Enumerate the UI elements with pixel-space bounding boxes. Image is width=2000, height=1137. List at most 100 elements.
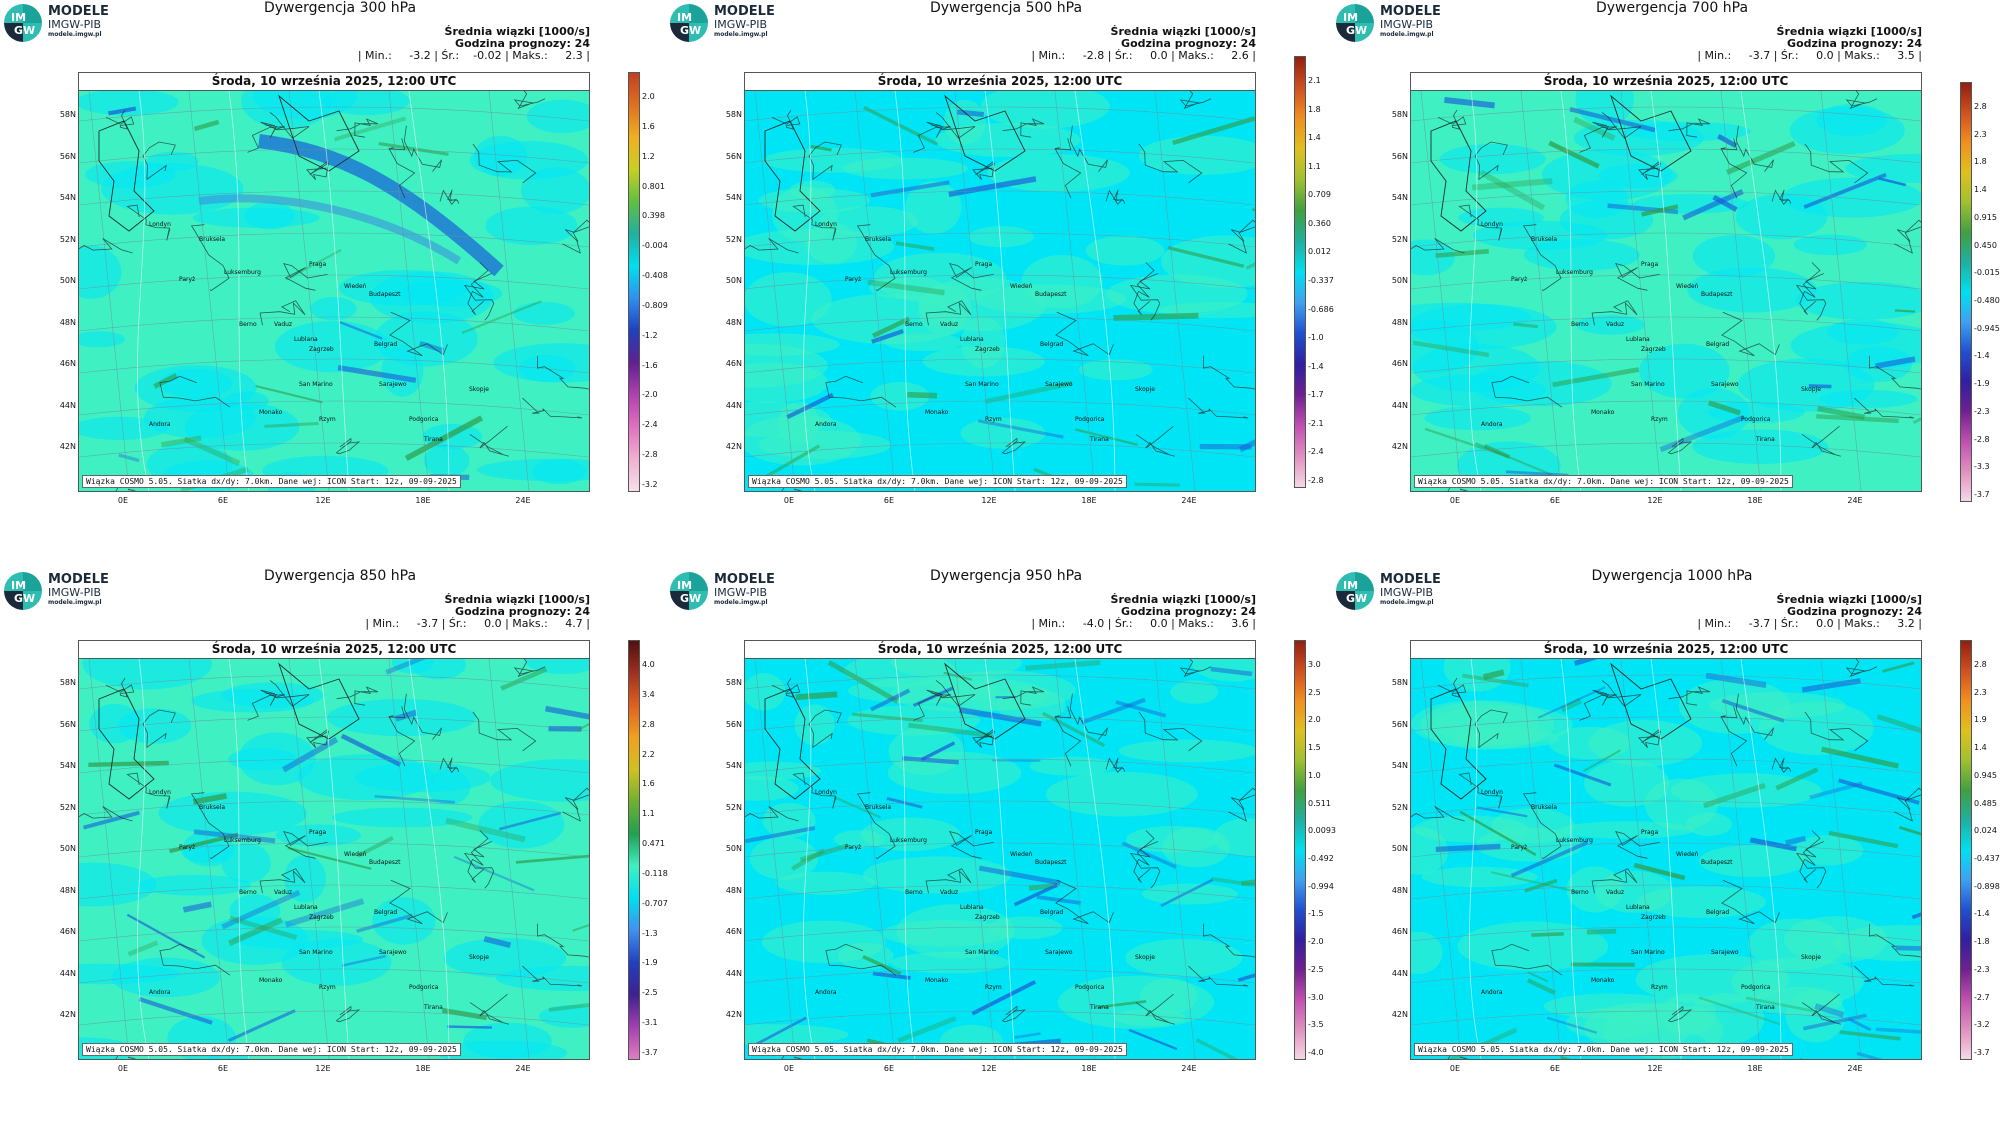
city-label: Luksemburg [224,269,261,276]
colorbar [628,72,640,492]
colorbar-tick: -0.118 [642,868,668,878]
city-label: Bruksela [1531,236,1558,243]
city-label: Zagrzeb [1641,914,1666,921]
colorbar [1960,82,1972,502]
colorbar-tick: -3.3 [1974,462,1990,472]
colorbar-tick: -4.0 [1308,1048,1324,1057]
latitude-label: 52N [1391,802,1408,812]
min-mean-max: | Min.: -3.2 | Śr.: -0.02 | Maks.: 2.3 | [357,49,590,62]
colorbar-tick: 4.0 [642,660,655,669]
latitude-label: 52N [59,234,76,244]
city-label: Skopje [1801,386,1821,393]
city-label: Skopje [469,954,489,961]
colorbar-tick: 0.024 [1974,826,1997,836]
colorbar-tick: -1.2 [642,330,658,340]
longitude-label: 24E [1181,496,1197,505]
latitude-label: 54N [1391,193,1408,202]
latitude-label: 48N [59,885,76,895]
imgw-logo: IM GW MODELE IMGW-PIB modele.imgw.pl [670,572,830,612]
longitude-label: 0E [117,496,129,505]
city-label: Lublana [1626,336,1650,343]
colorbar [1294,56,1306,488]
city-label: Sarajewo [1045,381,1073,388]
city-label: San Marino [299,949,333,956]
colorbar-tick: -3.1 [642,1018,658,1028]
map-frame: Środa, 10 września 2025, 12:00 UTC Londy… [1410,640,1922,1060]
latitude-label: 50N [59,276,76,285]
colorbar-tick: -0.408 [642,271,668,281]
map-panel: IM GW MODELE IMGW-PIB modele.imgw.pl Dyw… [1332,568,2000,1136]
colorbar [1960,640,1972,1060]
city-label: Podgorica [1075,416,1105,423]
map-frame: Środa, 10 września 2025, 12:00 UTC Londy… [78,72,590,492]
model-footer: Wiązka COSMO 5.05. Siatka dx/dy: 7.0km. … [748,475,1127,488]
colorbar-tick: 0.485 [1974,798,1997,808]
divergence-field-map: Londyn Bruksela Paryż Luksemburg Praga Wiedeń… [79,659,589,1059]
imgw-logo-icon: IM GW [4,572,42,610]
imgw-logo: IM GW MODELE IMGW-PIB modele.imgw.pl [1336,4,1496,44]
latitude-label: 42N [1391,442,1408,451]
latitude-label: 44N [725,968,742,978]
stats-block: Średnia wiązki [1000/s] Godzina prognozy… [1697,26,1922,62]
colorbar-tick: -1.6 [642,360,658,370]
mean-label: Średnia wiązki [1000/s] [444,593,590,606]
logo-title: MODELE [1380,572,1441,587]
latitude-label: 42N [59,1010,76,1019]
city-label: Budapeszt [1035,291,1067,298]
colorbar-tick: 2.0 [1308,715,1321,725]
city-label: Rzym [319,416,336,423]
colorbar-tick: 0.0093 [1308,826,1336,836]
city-label: Budapeszt [1701,859,1733,866]
logo-subtitle: IMGW-PIB [714,18,768,31]
latitude-label: 44N [59,968,76,978]
latitude-label: 50N [1391,844,1408,853]
model-footer: Wiązka COSMO 5.05. Siatka dx/dy: 7.0km. … [1414,475,1793,488]
longitude-label: 0E [1449,1064,1461,1073]
valid-date: Środa, 10 września 2025, 12:00 UTC [745,641,1255,659]
logo-url: modele.imgw.pl [1380,599,1434,606]
city-label: San Marino [965,949,999,956]
imgw-logo: IM GW MODELE IMGW-PIB modele.imgw.pl [4,4,164,44]
valid-date: Środa, 10 września 2025, 12:00 UTC [1411,641,1921,659]
colorbar-tick: 1.2 [642,151,655,161]
colorbar-tick: -3.0 [1308,992,1324,1002]
logo-url: modele.imgw.pl [714,599,768,606]
imgw-logo: IM GW MODELE IMGW-PIB modele.imgw.pl [1336,572,1496,612]
panel-title: Dywergencja 300 hPa [263,0,417,16]
mean-label: Średnia wiązki [1000/s] [1776,25,1922,38]
logo-subtitle: IMGW-PIB [1380,18,1434,31]
colorbar-tick: -2.1 [1308,418,1324,428]
map-panel: IM GW MODELE IMGW-PIB modele.imgw.pl Dyw… [666,0,1334,568]
city-label: Tirana [1756,1004,1775,1011]
colorbar [1294,640,1306,1060]
city-label: Zagrzeb [309,346,334,353]
colorbar-tick: -0.707 [642,898,668,908]
city-label: Tirana [1090,436,1109,443]
city-label: Paryż [179,276,196,283]
min-mean-max: | Min.: -3.7 | Śr.: 0.0 | Maks.: 4.7 | [365,617,590,630]
colorbar-tick: 0.471 [642,839,665,849]
city-label: Luksemburg [890,837,927,844]
city-label: Vaduz [274,321,293,328]
city-label: Lublana [1626,904,1650,911]
colorbar-tick: -0.004 [642,241,668,251]
longitude-label: 18E [415,1064,431,1073]
latitude-label: 54N [59,193,76,202]
city-label: Bruksela [199,804,226,811]
latitude-label: 54N [725,193,742,202]
panel-title: Dywergencja 1000 hPa [1591,568,1753,584]
panel-title: Dywergencja 700 hPa [1595,0,1749,16]
colorbar-tick: -0.945 [1974,323,2000,333]
city-label: Monako [259,977,283,984]
colorbar-tick: 0.915 [1974,212,1997,222]
latitude-label: 56N [1391,151,1408,161]
colorbar-tick: 0.709 [1308,190,1331,200]
city-label: Wiedeń [1010,851,1033,858]
colorbar-tick: -1.8 [1974,937,1990,947]
latitude-label: 48N [725,885,742,895]
city-label: Praga [975,829,993,836]
latitude-label: 56N [725,719,742,729]
colorbar-tick: 1.4 [1974,743,1987,753]
city-label: Belgrad [1706,909,1730,916]
logo-url: modele.imgw.pl [714,31,768,38]
